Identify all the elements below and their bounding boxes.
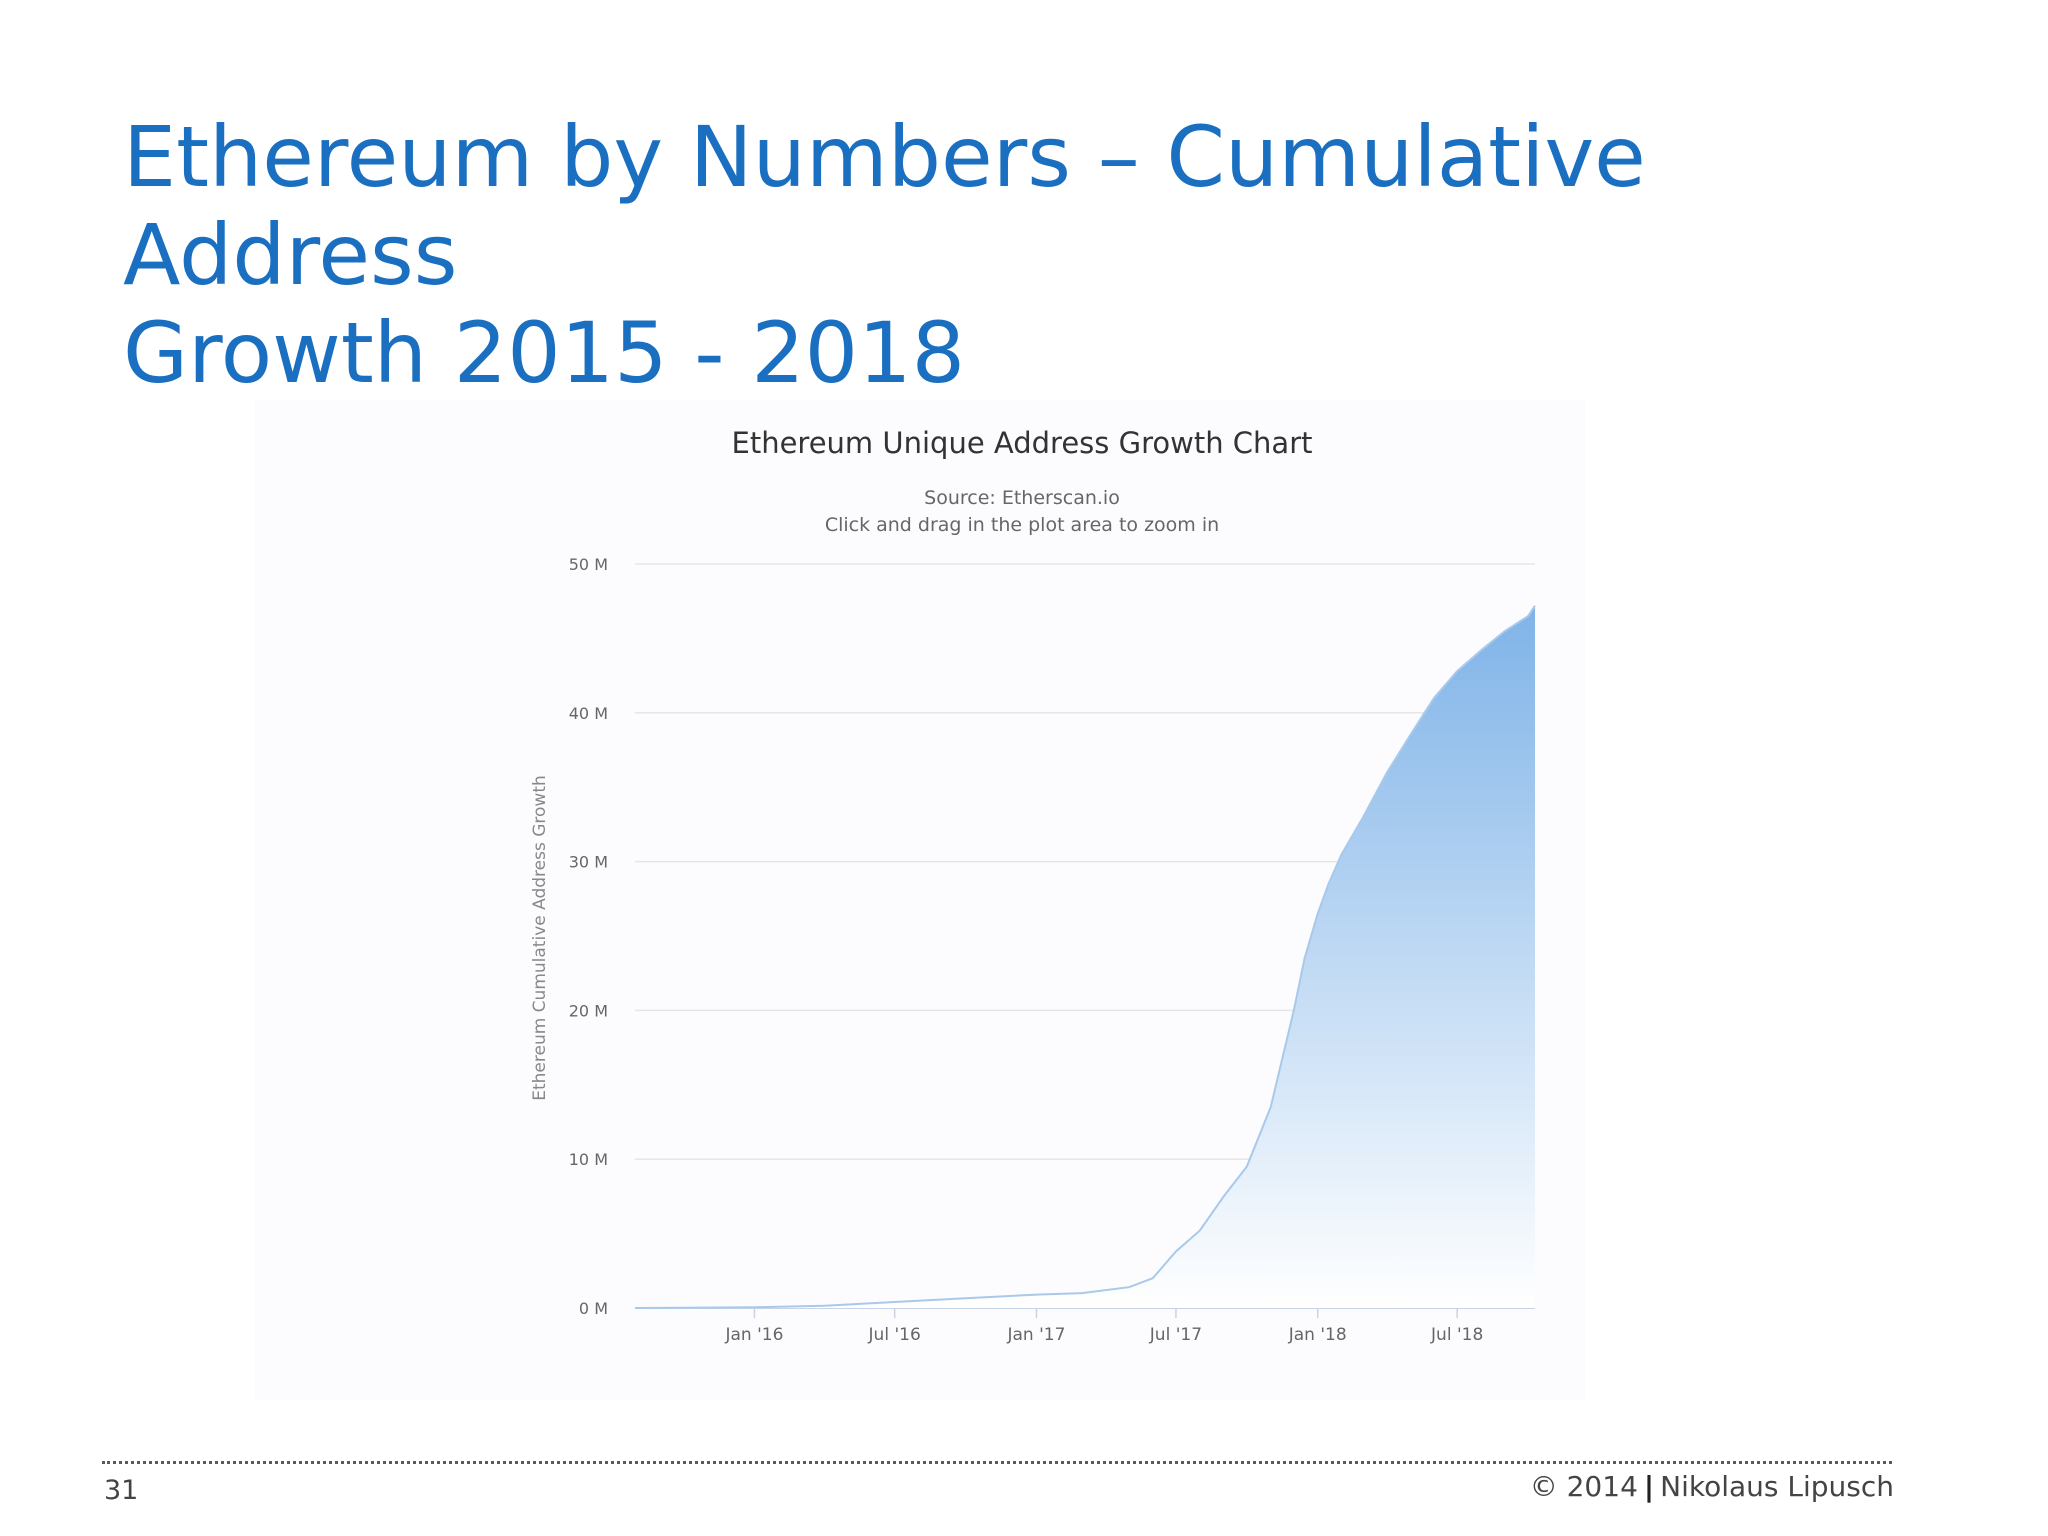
page-number: 31	[104, 1475, 139, 1506]
data-point[interactable]	[1363, 817, 1364, 818]
x-tick-label: Jan '16	[724, 1325, 783, 1345]
y-tick-label: 40 M	[569, 704, 608, 723]
data-point[interactable]	[1317, 913, 1318, 914]
chart-subtitle-zoom-hint: Click and drag in the plot area to zoom …	[825, 514, 1219, 536]
chart-subtitle-source: Source: Etherscan.io	[924, 487, 1120, 509]
data-point[interactable]	[1152, 1278, 1153, 1279]
y-axis-ticks: 0 M 10 M 20 M 30 M 40 M 50 M	[569, 555, 608, 1318]
data-point[interactable]	[1341, 854, 1342, 855]
x-tick-label: Jul '17	[1149, 1325, 1202, 1345]
data-point[interactable]	[1199, 1230, 1200, 1231]
data-point[interactable]	[1328, 883, 1329, 884]
data-point[interactable]	[1246, 1166, 1247, 1167]
data-point[interactable]	[1175, 1251, 1176, 1252]
x-tick-label: Jul '16	[868, 1325, 921, 1345]
plot-area[interactable]	[634, 605, 1536, 1309]
data-point[interactable]	[1270, 1107, 1271, 1108]
data-point[interactable]	[1410, 735, 1411, 736]
y-axis-label: Ethereum Cumulative Address Growth	[530, 775, 550, 1101]
x-tick-label: Jan '18	[1288, 1325, 1347, 1345]
copyright-separator: |	[1643, 1470, 1655, 1503]
data-point[interactable]	[1293, 1010, 1294, 1011]
address-growth-chart[interactable]: Ethereum Unique Address Growth Chart Sou…	[255, 400, 1585, 1400]
copyright-year: © 2014	[1529, 1470, 1638, 1503]
series-area[interactable]	[635, 605, 1535, 1308]
data-point[interactable]	[894, 1302, 895, 1303]
data-point[interactable]	[1457, 671, 1458, 672]
copyright: © 2014 | Nikolaus Lipusch	[1530, 1470, 1894, 1503]
data-point[interactable]	[1434, 697, 1435, 698]
x-axis-ticks: Jan '16 Jul '16 Jan '17 Jul '17 Jan '18 Jul '…	[724, 1308, 1483, 1345]
series-line[interactable]	[634, 605, 1536, 1309]
data-point[interactable]	[1481, 650, 1482, 651]
footer-divider	[102, 1461, 1892, 1464]
data-point[interactable]	[1223, 1196, 1224, 1197]
y-tick-label: 30 M	[569, 853, 608, 872]
data-point[interactable]	[1504, 631, 1505, 632]
data-point[interactable]	[683, 1307, 684, 1308]
slide-title-line-2: Growth 2015 - 2018	[123, 304, 966, 402]
y-tick-label: 0 M	[579, 1299, 608, 1318]
copyright-author: Nikolaus Lipusch	[1660, 1470, 1894, 1503]
data-point[interactable]	[1387, 772, 1388, 773]
chart-title: Ethereum Unique Address Growth Chart	[732, 426, 1313, 460]
data-point[interactable]	[965, 1298, 966, 1299]
chart-container: Ethereum Unique Address Growth Chart Sou…	[255, 400, 1585, 1400]
data-point[interactable]	[1304, 958, 1305, 959]
slide-title: Ethereum by Numbers – Cumulative Address…	[123, 108, 1823, 402]
data-point[interactable]	[1081, 1293, 1082, 1294]
data-point[interactable]	[1528, 616, 1529, 617]
x-tick-label: Jul '18	[1430, 1325, 1483, 1345]
y-tick-label: 20 M	[569, 1001, 608, 1020]
data-point[interactable]	[1128, 1287, 1129, 1288]
data-point[interactable]	[1535, 605, 1536, 606]
y-tick-label: 10 M	[569, 1150, 608, 1169]
slide-title-line-1: Ethereum by Numbers – Cumulative Address	[123, 108, 1646, 304]
data-point[interactable]	[1036, 1294, 1037, 1295]
y-tick-label: 50 M	[569, 555, 608, 574]
data-point[interactable]	[635, 1308, 636, 1309]
data-point[interactable]	[824, 1305, 825, 1306]
x-tick-label: Jan '17	[1006, 1325, 1065, 1345]
data-point[interactable]	[754, 1307, 755, 1308]
